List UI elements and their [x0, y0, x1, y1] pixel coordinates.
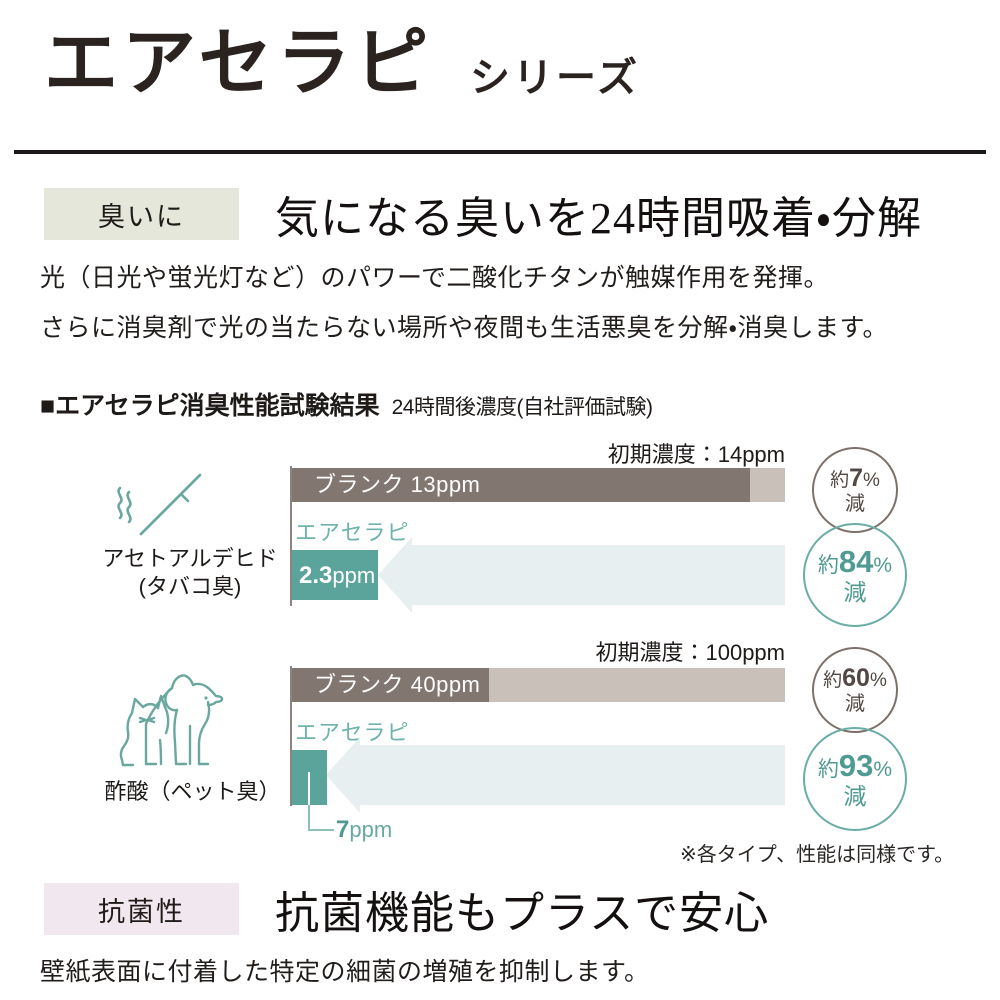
chart-footnote: ※各タイプ、性能は同様です。	[680, 844, 955, 866]
product-bar-unit-1: ppm	[332, 563, 376, 588]
badge-gen-t2: 減	[843, 783, 867, 810]
product-bar-value-2: 7	[336, 816, 350, 843]
badge-pct-t1: %	[873, 553, 893, 577]
category-label-1-main: アセトアルデヒド	[102, 546, 278, 571]
reduction-badge-product-2: 約 93% 減	[803, 727, 907, 831]
category-label-1-sub: (タバコ臭)	[138, 573, 242, 599]
page-header: エアセラピ シリーズ	[0, 0, 1000, 154]
reduction-badge-product-1: 約 84% 減	[803, 523, 907, 627]
leader-line-vertical-2	[308, 805, 310, 830]
reduction-arrow-band-2	[358, 745, 785, 805]
odor-section-header: 臭いに 気になる臭いを24時間吸着・分解	[44, 182, 922, 246]
product-bar-label-1: 2.3ppm	[299, 562, 375, 590]
chart-axis-1	[290, 466, 292, 606]
odor-tag: 臭いに	[44, 188, 239, 240]
chart-axis-2	[290, 666, 292, 806]
reduction-badge-blank-1: 約 7% 減	[812, 447, 898, 533]
category-label-2: 酢酸（ペット臭）	[90, 778, 295, 806]
product-bar-unit-2: ppm	[349, 817, 393, 842]
badge-num-t2: 93	[838, 747, 874, 783]
blank-bar-fill-2	[292, 668, 489, 702]
reduction-arrow-band-1	[410, 545, 785, 605]
badge-num-b2: 60	[842, 664, 870, 693]
badge-yaku-t1: 約	[817, 553, 839, 577]
category-label-2-main: 酢酸（ペット臭）	[104, 779, 281, 804]
blank-bar-label-2: ブランク 40ppm	[314, 672, 481, 697]
reduction-arrow-head-1	[378, 537, 412, 613]
header-divider	[14, 150, 986, 154]
badge-yaku-b2: 約	[823, 670, 843, 692]
reduction-arrow-head-2	[326, 737, 360, 813]
blank-bar-label-1: ブランク 13ppm	[314, 472, 481, 497]
blank-bar-track-1: ブランク 13ppm	[292, 468, 785, 502]
antibacterial-headline: 抗菌機能もプラスで安心	[275, 889, 770, 938]
badge-pct-t2: %	[873, 757, 893, 781]
odor-headline: 気になる臭いを24時間吸着・分解	[275, 194, 922, 243]
odor-body-line-2: さらに消臭剤で光の当たらない場所や夜間も生活悪臭を分解・消臭します。	[40, 315, 889, 342]
page-subtitle: シリーズ	[470, 56, 640, 100]
badge-pct-b2: %	[869, 670, 887, 692]
badge-yaku-t2: 約	[817, 757, 839, 781]
leader-line-horizontal-2	[308, 829, 334, 831]
chart-title-main: ■エアセラピ消臭性能試験結果	[40, 392, 380, 420]
antibacterial-tag: 抗菌性	[44, 883, 239, 935]
initial-concentration-2: 初期濃度：100ppm	[595, 640, 785, 665]
page-title: エアセラピ	[44, 21, 433, 104]
badge-gen-b1: 減	[845, 492, 865, 515]
badge-yaku-b1: 約	[830, 470, 850, 492]
leader-line-inner-2	[308, 772, 310, 805]
product-bar-value-1: 2.3	[299, 562, 333, 589]
badge-num-t1: 84	[838, 543, 874, 579]
antibacterial-section-header: 抗菌性 抗菌機能もプラスで安心	[44, 877, 769, 941]
dog-cat-icon	[110, 668, 230, 778]
category-label-1: アセトアルデヒド (タバコ臭)	[95, 545, 285, 600]
blank-bar-fill-1	[292, 468, 750, 502]
badge-gen-b2: 減	[845, 692, 865, 715]
blank-bar-track-2: ブランク 40ppm	[292, 668, 785, 702]
reduction-badge-blank-2: 約 60% 減	[812, 647, 898, 733]
odor-body-line-1: 光（日光や蛍光灯など）のパワーで二酸化チタンが触媒作用を発揮。	[40, 265, 830, 292]
chart-title: ■エアセラピ消臭性能試験結果 24時間後濃度(自社評価試験)	[40, 386, 653, 422]
cigarette-icon	[115, 472, 211, 545]
badge-gen-t1: 減	[843, 579, 867, 606]
antibacterial-body-line-1: 壁紙表面に付着した特定の細菌の増殖を抑制します。	[40, 959, 650, 986]
badge-num-b1: 7	[849, 464, 863, 493]
initial-concentration-1: 初期濃度：14ppm	[607, 442, 785, 467]
product-bar-1	[292, 550, 378, 600]
chart-title-sub: 24時間後濃度(自社評価試験)	[391, 396, 653, 419]
badge-pct-b1: %	[863, 470, 880, 492]
product-bar-label-2: 7ppm	[336, 816, 392, 844]
